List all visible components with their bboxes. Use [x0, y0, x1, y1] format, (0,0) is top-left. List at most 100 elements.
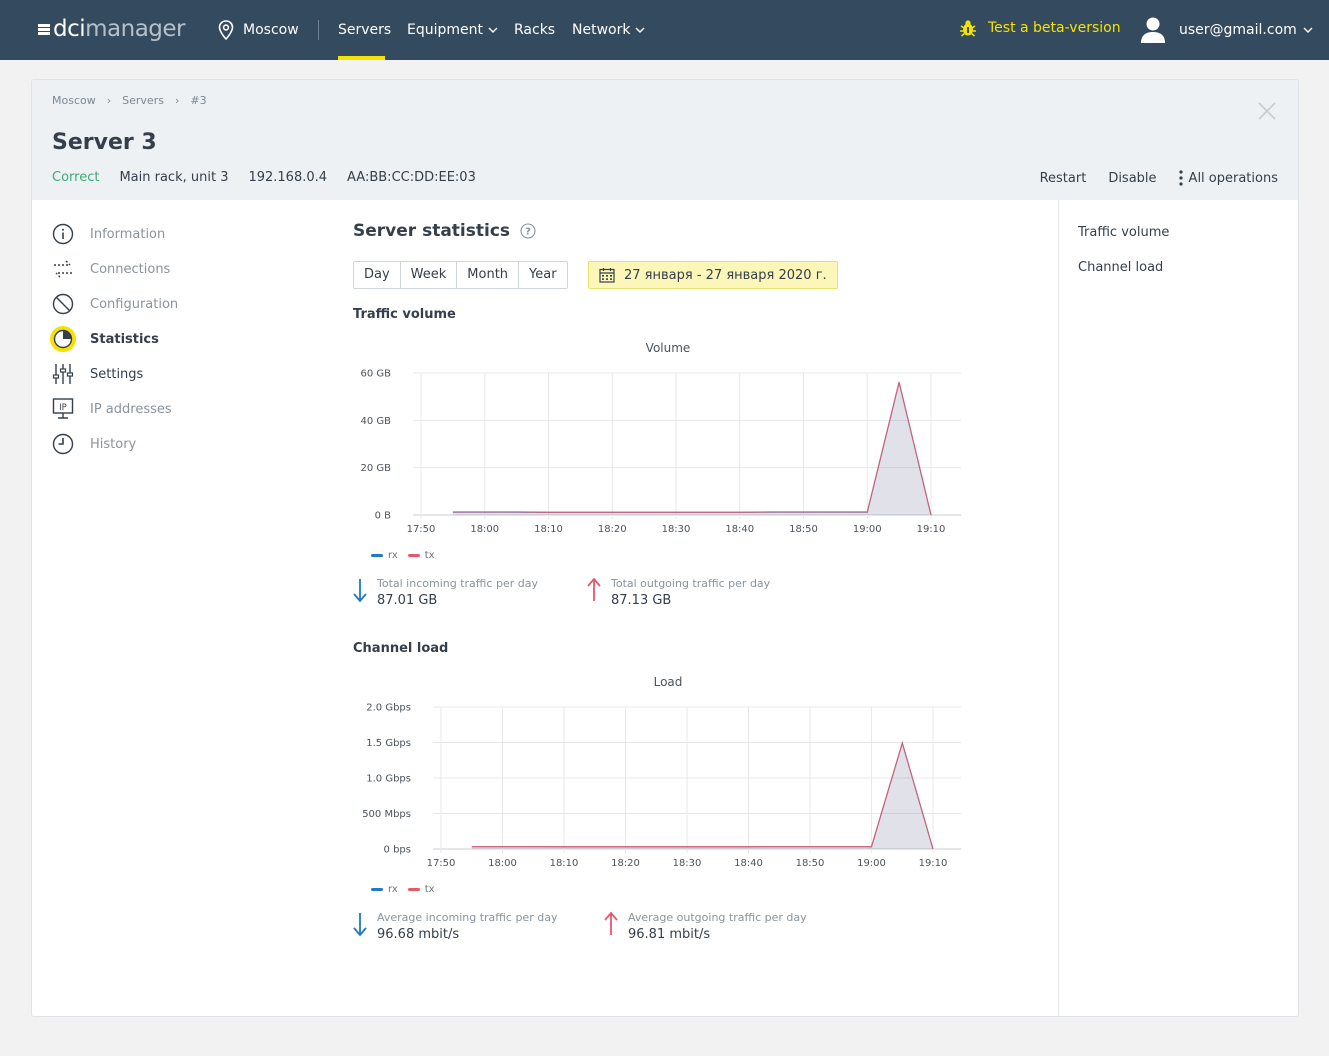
x-tick-label: 18:50 — [789, 524, 818, 535]
x-tick-label: 18:10 — [550, 858, 579, 869]
beta-link[interactable]: Test a beta-version — [958, 18, 1121, 38]
series-line-rx — [452, 382, 932, 516]
anchor-channel-load[interactable]: Channel load — [1078, 260, 1164, 275]
nav-racks[interactable]: Racks — [514, 0, 555, 60]
user-menu[interactable]: user@gmail.com — [1140, 16, 1326, 44]
legend-item-tx[interactable]: tx — [407, 550, 435, 561]
beta-label: Test a beta-version — [988, 20, 1121, 36]
sidebar-item-settings[interactable]: Settings — [52, 362, 232, 386]
total-incoming-label: Total incoming traffic per day — [377, 577, 538, 590]
sidebar-item-label: IP addresses — [90, 401, 172, 417]
period-month-button[interactable]: Month — [457, 262, 520, 288]
legend-label: tx — [424, 884, 435, 895]
x-tick-label: 17:50 — [407, 524, 436, 535]
legend-item-tx[interactable]: tx — [407, 884, 435, 895]
page-title: Server 3 — [52, 130, 157, 155]
arrow-down-icon — [353, 579, 367, 603]
breadcrumb-location[interactable]: Moscow — [52, 94, 96, 107]
user-email: user@gmail.com — [1179, 22, 1297, 38]
restart-button[interactable]: Restart — [1040, 171, 1087, 186]
legend-item-rx[interactable]: rx — [371, 884, 398, 895]
date-range-text: 27 января - 27 января 2020 г. — [624, 267, 827, 283]
all-operations-button[interactable]: All operations — [1178, 170, 1278, 186]
logo-mark-icon — [38, 23, 50, 35]
average-outgoing-label: Average outgoing traffic per day — [628, 911, 807, 924]
nav-equipment[interactable]: Equipment — [407, 0, 498, 60]
legend-swatch — [371, 888, 383, 891]
sidebar-item-configuration[interactable]: Configuration — [52, 292, 232, 316]
x-tick-label: 18:00 — [470, 524, 499, 535]
configuration-icon — [52, 293, 74, 315]
sidebar-item-ip-addresses[interactable]: IP IP addresses — [52, 397, 232, 421]
sidebar-item-statistics[interactable]: Statistics — [50, 326, 232, 352]
status-badge: Correct — [52, 170, 100, 185]
period-day-button[interactable]: Day — [354, 262, 401, 288]
y-tick-label: 500 Mbps — [362, 809, 411, 820]
breadcrumb-current: #3 — [190, 94, 207, 107]
info-icon — [52, 223, 74, 245]
panel-header: Moscow › Servers › #3 Server 3 Correct M… — [32, 80, 1298, 200]
nav-network[interactable]: Network — [572, 0, 645, 60]
disable-button[interactable]: Disable — [1108, 171, 1156, 186]
y-tick-label: 0 B — [375, 511, 392, 522]
x-tick-label: 18:00 — [488, 858, 517, 869]
sidebar-item-label: Connections — [90, 261, 171, 277]
y-tick-label: 0 bps — [384, 845, 411, 856]
series-line-tx — [471, 740, 934, 850]
nav-servers[interactable]: Servers — [338, 0, 391, 60]
sidebar-item-history[interactable]: History — [52, 432, 232, 456]
average-incoming-value: 96.68 mbit/s — [377, 927, 460, 942]
help-icon[interactable]: ? — [520, 223, 536, 239]
legend-label: rx — [388, 884, 398, 895]
x-tick-label: 19:00 — [857, 858, 886, 869]
period-week-button[interactable]: Week — [401, 262, 458, 288]
sidebar-item-label: Configuration — [90, 296, 179, 312]
legend-item-rx[interactable]: rx — [371, 550, 398, 561]
load-chart: 0 bps 500 Mbps 1.0 Gbps 1.5 Gbps 2.0 Gbps 17:… — [362, 703, 961, 869]
restart-label: Restart — [1039, 170, 1087, 186]
total-outgoing-value: 87.13 GB — [611, 593, 672, 608]
x-tick-label: 17:50 — [427, 858, 456, 869]
traffic-volume-heading: Traffic volume — [353, 307, 456, 322]
chevron-down-icon — [635, 27, 645, 33]
load-chart-title: Load — [653, 675, 683, 689]
date-range-picker[interactable]: 27 января - 27 января 2020 г. — [588, 261, 838, 289]
statistics-title: Server statistics ? — [353, 221, 536, 241]
sidebar-item-connections[interactable]: Connections — [52, 257, 232, 281]
volume-chart-legend: rx tx — [371, 550, 445, 561]
header-divider — [318, 20, 319, 40]
volume-chart-title: Volume — [645, 341, 691, 355]
disable-label: Disable — [1108, 170, 1157, 186]
close-icon[interactable] — [1258, 102, 1276, 120]
anchor-traffic-volume[interactable]: Traffic volume — [1078, 225, 1170, 240]
chevron-down-icon — [1303, 27, 1313, 33]
clock-icon — [52, 433, 74, 455]
arrow-up-icon — [587, 577, 601, 601]
period-year-button[interactable]: Year — [529, 267, 557, 282]
sidebar-item-label: Information — [90, 226, 166, 242]
nav-equipment-label: Equipment — [407, 22, 483, 38]
arrow-down-icon — [353, 913, 367, 937]
server-meta: Correct Main rack, unit 3 192.168.0.4 AA… — [52, 170, 496, 185]
breadcrumb-servers[interactable]: Servers — [122, 94, 164, 107]
x-tick-label: 18:30 — [673, 858, 702, 869]
y-tick-label: 1.5 Gbps — [366, 738, 411, 749]
logo[interactable]: dci manager — [38, 16, 186, 42]
sidebar-item-label: Statistics — [90, 331, 159, 347]
y-tick-label: 40 GB — [360, 416, 391, 427]
series-area-rx — [452, 382, 931, 515]
all-operations-label: All operations — [1188, 170, 1278, 186]
x-tick-label: 18:20 — [598, 524, 627, 535]
y-tick-label: 60 GB — [360, 369, 391, 380]
svg-text:?: ? — [525, 227, 531, 238]
location-selector[interactable]: Moscow — [218, 20, 299, 40]
legend-label: rx — [388, 550, 398, 561]
rack-location: Main rack, unit 3 — [119, 170, 229, 185]
y-tick-label: 20 GB — [360, 463, 391, 474]
series-line-tx — [452, 381, 932, 516]
total-incoming-value: 87.01 GB — [377, 593, 438, 608]
volume-chart: 0 B 20 GB 40 GB 60 GB 17:50 18:00 18:10 18:20 18… — [360, 369, 961, 535]
x-tick-label: 18:30 — [662, 524, 691, 535]
sidebar-item-information[interactable]: Information — [52, 222, 232, 246]
legend-label: tx — [424, 550, 435, 561]
